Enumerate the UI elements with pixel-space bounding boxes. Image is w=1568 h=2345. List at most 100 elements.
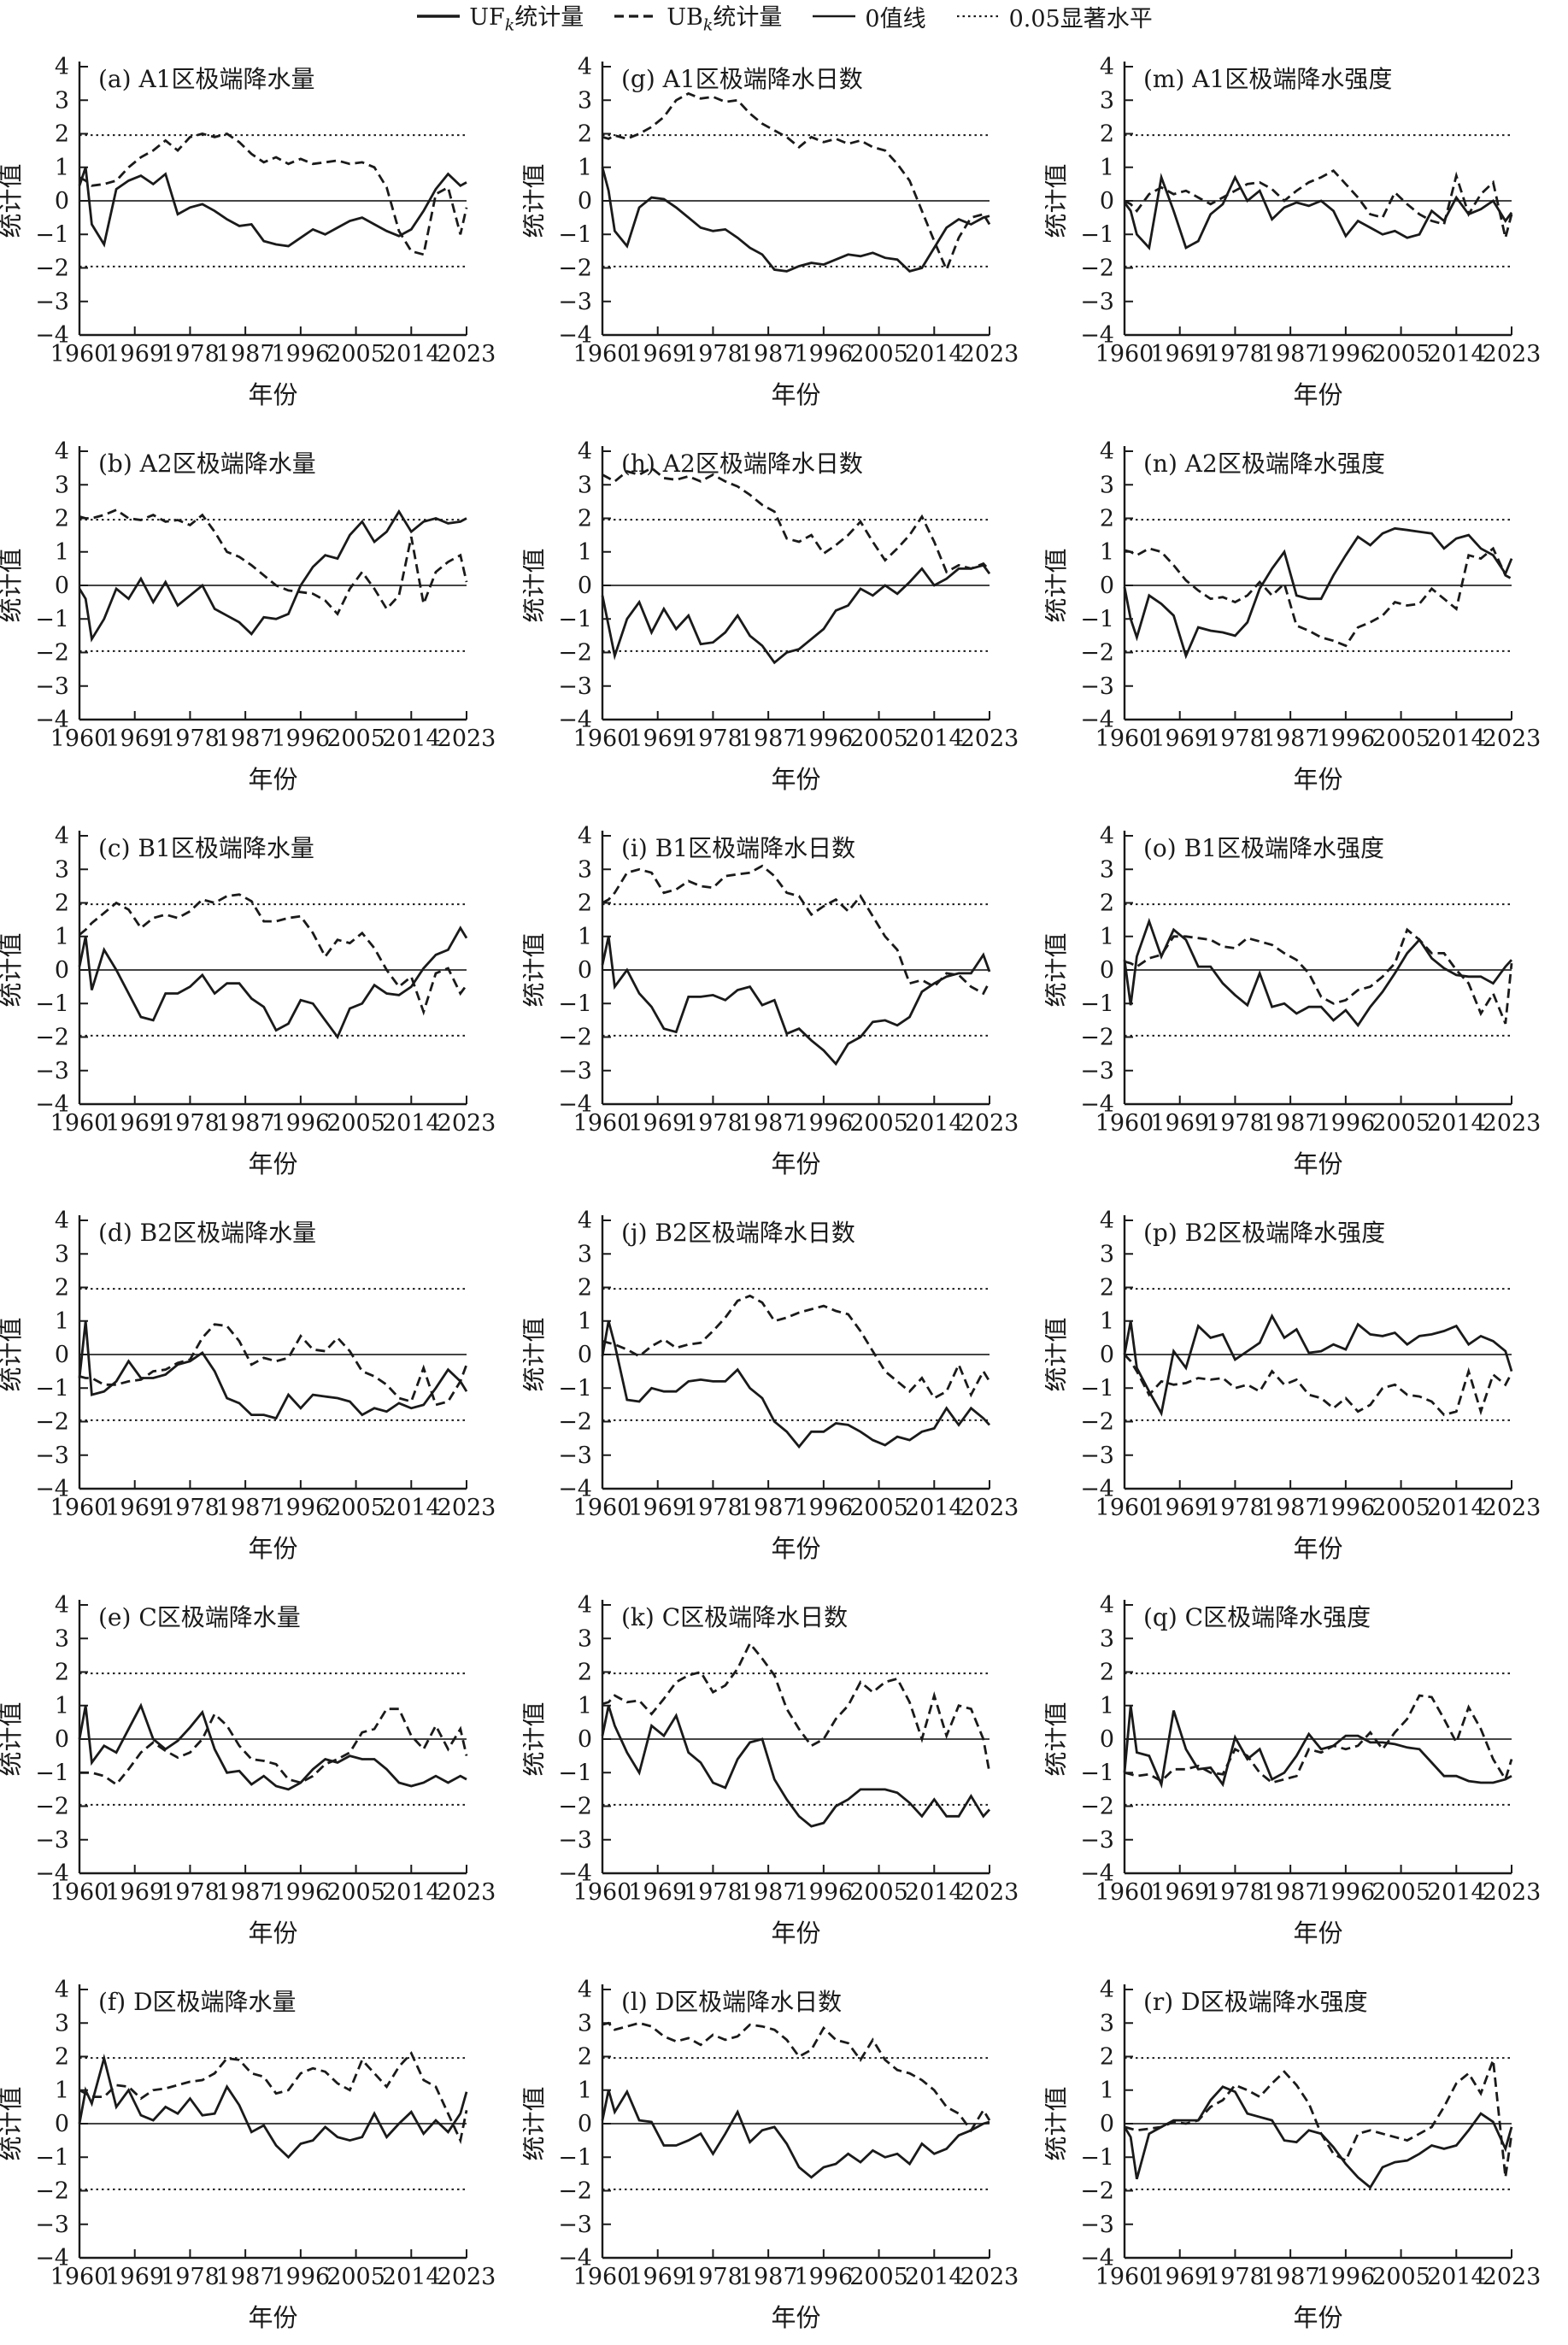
x-tick-label: 1960 bbox=[50, 1879, 109, 1906]
chart-panel-r: 4 3 2 1 0 −1 −2 −3 −4 1960 1969 1978 1987 1996 2005 201… bbox=[1041, 1957, 1568, 2342]
y-tick-label: 3 bbox=[55, 472, 69, 498]
y-tick-label: −4 bbox=[35, 2245, 69, 2272]
legend-uf-line-sample bbox=[417, 15, 461, 18]
x-tick-label: 1960 bbox=[1095, 1110, 1154, 1137]
x-axis-label: 年份 bbox=[1294, 1919, 1343, 1948]
chart-panel-i: 4 3 2 1 0 −1 −2 −3 −4 1960 1969 1978 1987 1996 2005 201… bbox=[519, 803, 1046, 1188]
ub-line bbox=[1124, 1694, 1513, 1784]
y-tick-label: −4 bbox=[558, 1091, 592, 1118]
chart-title: (c) B1区极端降水量 bbox=[98, 834, 314, 862]
y-tick-label: 2 bbox=[577, 890, 591, 917]
y-tick-label: 0 bbox=[577, 1726, 591, 1753]
chart-k: 4 3 2 1 0 −1 −2 −3 −4196019691978198719962005201… bbox=[519, 1592, 1019, 1948]
x-tick-label: 2023 bbox=[438, 1879, 496, 1906]
x-tick-label: 1987 bbox=[1261, 1110, 1320, 1137]
x-tick-label: 1987 bbox=[216, 341, 275, 367]
x-tick-label: 1978 bbox=[161, 1110, 220, 1137]
y-axis-label: 统计值 bbox=[1045, 932, 1070, 1007]
chart-title: (f) D区极端降水量 bbox=[98, 1988, 297, 2016]
y-tick-label: −1 bbox=[558, 606, 592, 632]
uf-line bbox=[601, 936, 990, 1067]
x-tick-label: 2005 bbox=[1371, 726, 1430, 752]
x-tick-label: 1978 bbox=[161, 341, 220, 367]
x-axis-label: 年份 bbox=[771, 1149, 820, 1178]
y-tick-label: 0 bbox=[1100, 2111, 1114, 2137]
y-tick-label: 2 bbox=[1100, 890, 1114, 917]
x-tick-label: 1969 bbox=[1151, 1495, 1210, 1521]
x-tick-label: 2014 bbox=[905, 1495, 964, 1521]
y-tick-label: −1 bbox=[35, 1375, 69, 1402]
y-tick-label: 1 bbox=[55, 1308, 69, 1335]
x-tick-label: 1969 bbox=[105, 2264, 164, 2290]
y-tick-label: 3 bbox=[55, 856, 69, 883]
y-axis-label: 统计值 bbox=[1045, 163, 1070, 238]
y-tick-label: 3 bbox=[1100, 1241, 1114, 1267]
x-tick-label: 1987 bbox=[1261, 2264, 1320, 2290]
x-tick-label: 1987 bbox=[216, 1495, 275, 1521]
y-tick-label: −3 bbox=[558, 289, 592, 315]
x-tick-label: 1996 bbox=[1317, 341, 1376, 367]
y-tick-label: 0 bbox=[55, 188, 69, 215]
y-tick-label: 0 bbox=[55, 2111, 69, 2137]
x-tick-label: 2023 bbox=[960, 1879, 1019, 1906]
y-tick-label: −3 bbox=[1080, 2212, 1114, 2238]
x-tick-label: 1996 bbox=[1317, 2264, 1376, 2290]
chart-panel-o: 4 3 2 1 0 −1 −2 −3 −4 1960 1969 1978 1987 1996 2005 201… bbox=[1041, 803, 1568, 1188]
x-tick-label: 2014 bbox=[1427, 726, 1486, 752]
x-tick-label: 1996 bbox=[794, 1495, 853, 1521]
x-tick-label: 2005 bbox=[849, 341, 908, 367]
legend-label: 0.05显著水平 bbox=[1008, 5, 1153, 32]
x-tick-label: 1987 bbox=[1261, 726, 1320, 752]
chart-title: (h) A2区极端降水日数 bbox=[621, 450, 863, 478]
x-tick-label: 1969 bbox=[105, 1879, 164, 1906]
ub-line bbox=[79, 1707, 468, 1786]
chart-title: (d) B2区极端降水量 bbox=[98, 1219, 316, 1247]
chart-i: 4 3 2 1 0 −1 −2 −3 −4196019691978198719962005201… bbox=[519, 823, 1019, 1178]
chart-f: 4 3 2 1 0 −1 −2 −3 −4196019691978198719962005201… bbox=[0, 1977, 496, 2332]
y-tick-label: −1 bbox=[558, 1375, 592, 1402]
x-tick-label: 1987 bbox=[1261, 1495, 1320, 1521]
y-tick-label: −4 bbox=[558, 322, 592, 349]
x-tick-label: 2005 bbox=[849, 1110, 908, 1137]
y-tick-label: 2 bbox=[577, 2044, 591, 2071]
y-tick-label: 0 bbox=[1100, 188, 1114, 215]
x-tick-label: 2023 bbox=[960, 341, 1019, 367]
y-tick-label: 0 bbox=[55, 573, 69, 599]
y-tick-label: 1 bbox=[577, 2078, 591, 2104]
y-tick-label: 4 bbox=[577, 1592, 591, 1619]
y-axis-label: 统计值 bbox=[0, 548, 25, 622]
x-axis-label: 年份 bbox=[1294, 1149, 1343, 1178]
x-tick-label: 1978 bbox=[1206, 1110, 1265, 1137]
x-tick-label: 1996 bbox=[1317, 1495, 1376, 1521]
y-axis-label: 统计值 bbox=[1045, 1701, 1070, 1776]
y-tick-label: −2 bbox=[35, 640, 69, 667]
y-tick-label: −2 bbox=[1080, 1025, 1114, 1051]
chart-g: 4 3 2 1 0 −1 −2 −3 −4196019691978198719962005201… bbox=[519, 54, 1019, 409]
y-tick-label: −3 bbox=[1080, 1827, 1114, 1854]
x-tick-label: 1987 bbox=[216, 726, 275, 752]
y-tick-label: 3 bbox=[1100, 87, 1114, 114]
y-tick-label: −4 bbox=[1080, 322, 1114, 349]
x-tick-label: 1960 bbox=[573, 1495, 631, 1521]
y-tick-label: 2 bbox=[577, 1275, 591, 1302]
y-tick-label: 2 bbox=[1100, 1660, 1114, 1686]
x-axis-label: 年份 bbox=[248, 1149, 297, 1178]
x-tick-label: 1960 bbox=[1095, 2264, 1154, 2290]
x-tick-label: 1978 bbox=[684, 341, 743, 367]
x-tick-label: 1978 bbox=[684, 726, 743, 752]
uf-line bbox=[78, 1320, 468, 1420]
uf-line bbox=[601, 563, 990, 665]
x-tick-label: 1969 bbox=[105, 341, 164, 367]
y-tick-label: −1 bbox=[35, 1760, 69, 1786]
x-tick-label: 1987 bbox=[216, 1110, 275, 1137]
y-tick-label: 4 bbox=[1100, 1592, 1114, 1619]
y-axis-label: 统计值 bbox=[523, 548, 548, 622]
y-tick-label: 3 bbox=[55, 87, 69, 114]
x-tick-label: 1978 bbox=[1206, 2264, 1265, 2290]
uf-line bbox=[601, 2089, 990, 2179]
uf-line bbox=[1123, 917, 1513, 1028]
chart-panel-n: 4 3 2 1 0 −1 −2 −3 −4 1960 1969 1978 1987 1996 2005 201… bbox=[1041, 419, 1568, 803]
x-tick-label: 1969 bbox=[1151, 1879, 1210, 1906]
y-tick-label: 2 bbox=[577, 506, 591, 532]
ub-line bbox=[601, 864, 990, 996]
